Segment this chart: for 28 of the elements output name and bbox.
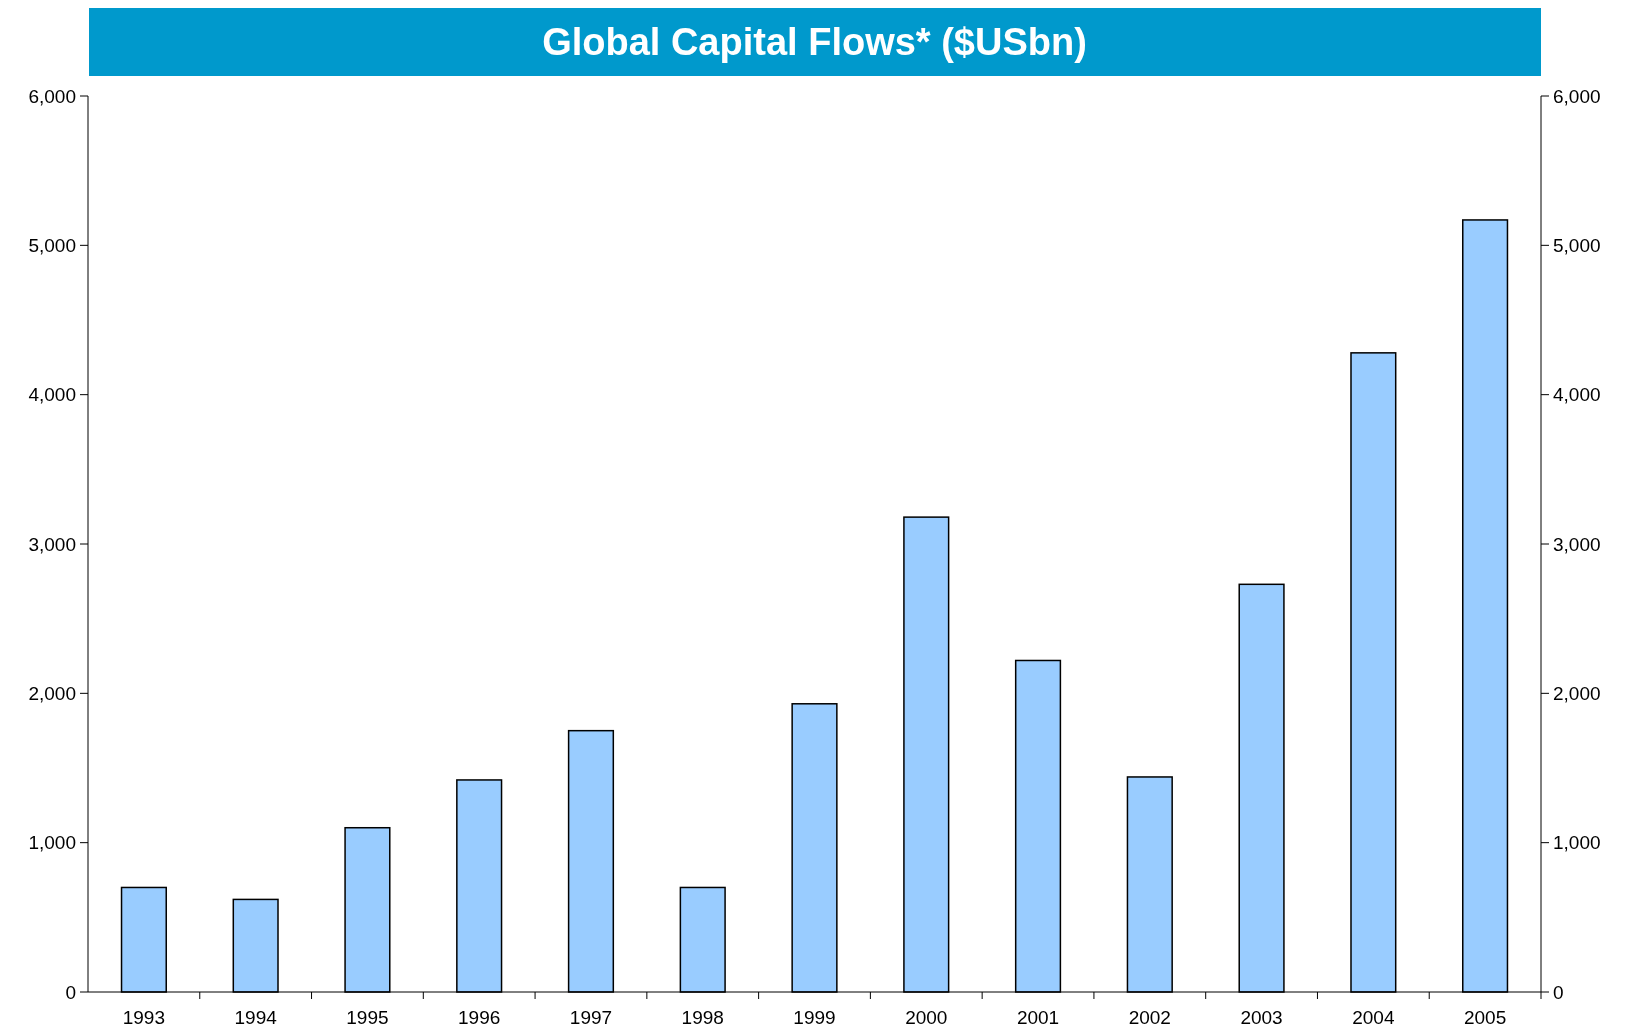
y-tick-label: 1,000 — [28, 832, 76, 854]
y-tick-label: 4,000 — [28, 384, 76, 406]
x-tick-label: 1993 — [122, 1007, 166, 1028]
x-tick-label: 2004 — [1352, 1007, 1395, 1028]
x-tick-label: 1997 — [569, 1007, 613, 1028]
y2-tick-label: 6,000 — [1553, 85, 1601, 107]
y-tick-label: 6,000 — [28, 85, 76, 107]
x-tick-label: 2000 — [905, 1007, 948, 1028]
x-tick-label: 1996 — [458, 1007, 501, 1028]
x-tick-label: 2003 — [1240, 1007, 1283, 1028]
x-tick-label: 2005 — [1463, 1007, 1507, 1028]
chart-title: Global Capital Flows* ($USbn) — [542, 21, 1087, 63]
y-tick-label: 3,000 — [28, 533, 76, 555]
y2-tick-label: 4,000 — [1553, 384, 1601, 406]
x-tick-label: 2002 — [1128, 1007, 1171, 1028]
x-tick-label: 1994 — [234, 1007, 278, 1028]
x-tick-label: 2001 — [1016, 1007, 1060, 1028]
y-tick-label: 5,000 — [28, 234, 76, 256]
x-tick-label: 1995 — [346, 1007, 389, 1028]
y2-tick-label: 2,000 — [1553, 682, 1601, 704]
y2-tick-label: 3,000 — [1553, 533, 1601, 555]
y-tick-label: 0 — [65, 981, 76, 1003]
x-tick-label: 1999 — [793, 1007, 836, 1028]
y-tick-label: 2,000 — [28, 682, 76, 704]
y2-tick-label: 0 — [1553, 981, 1564, 1003]
x-tick-label: 1998 — [681, 1007, 724, 1028]
y2-tick-label: 5,000 — [1553, 234, 1601, 256]
y2-tick-label: 1,000 — [1553, 832, 1601, 854]
